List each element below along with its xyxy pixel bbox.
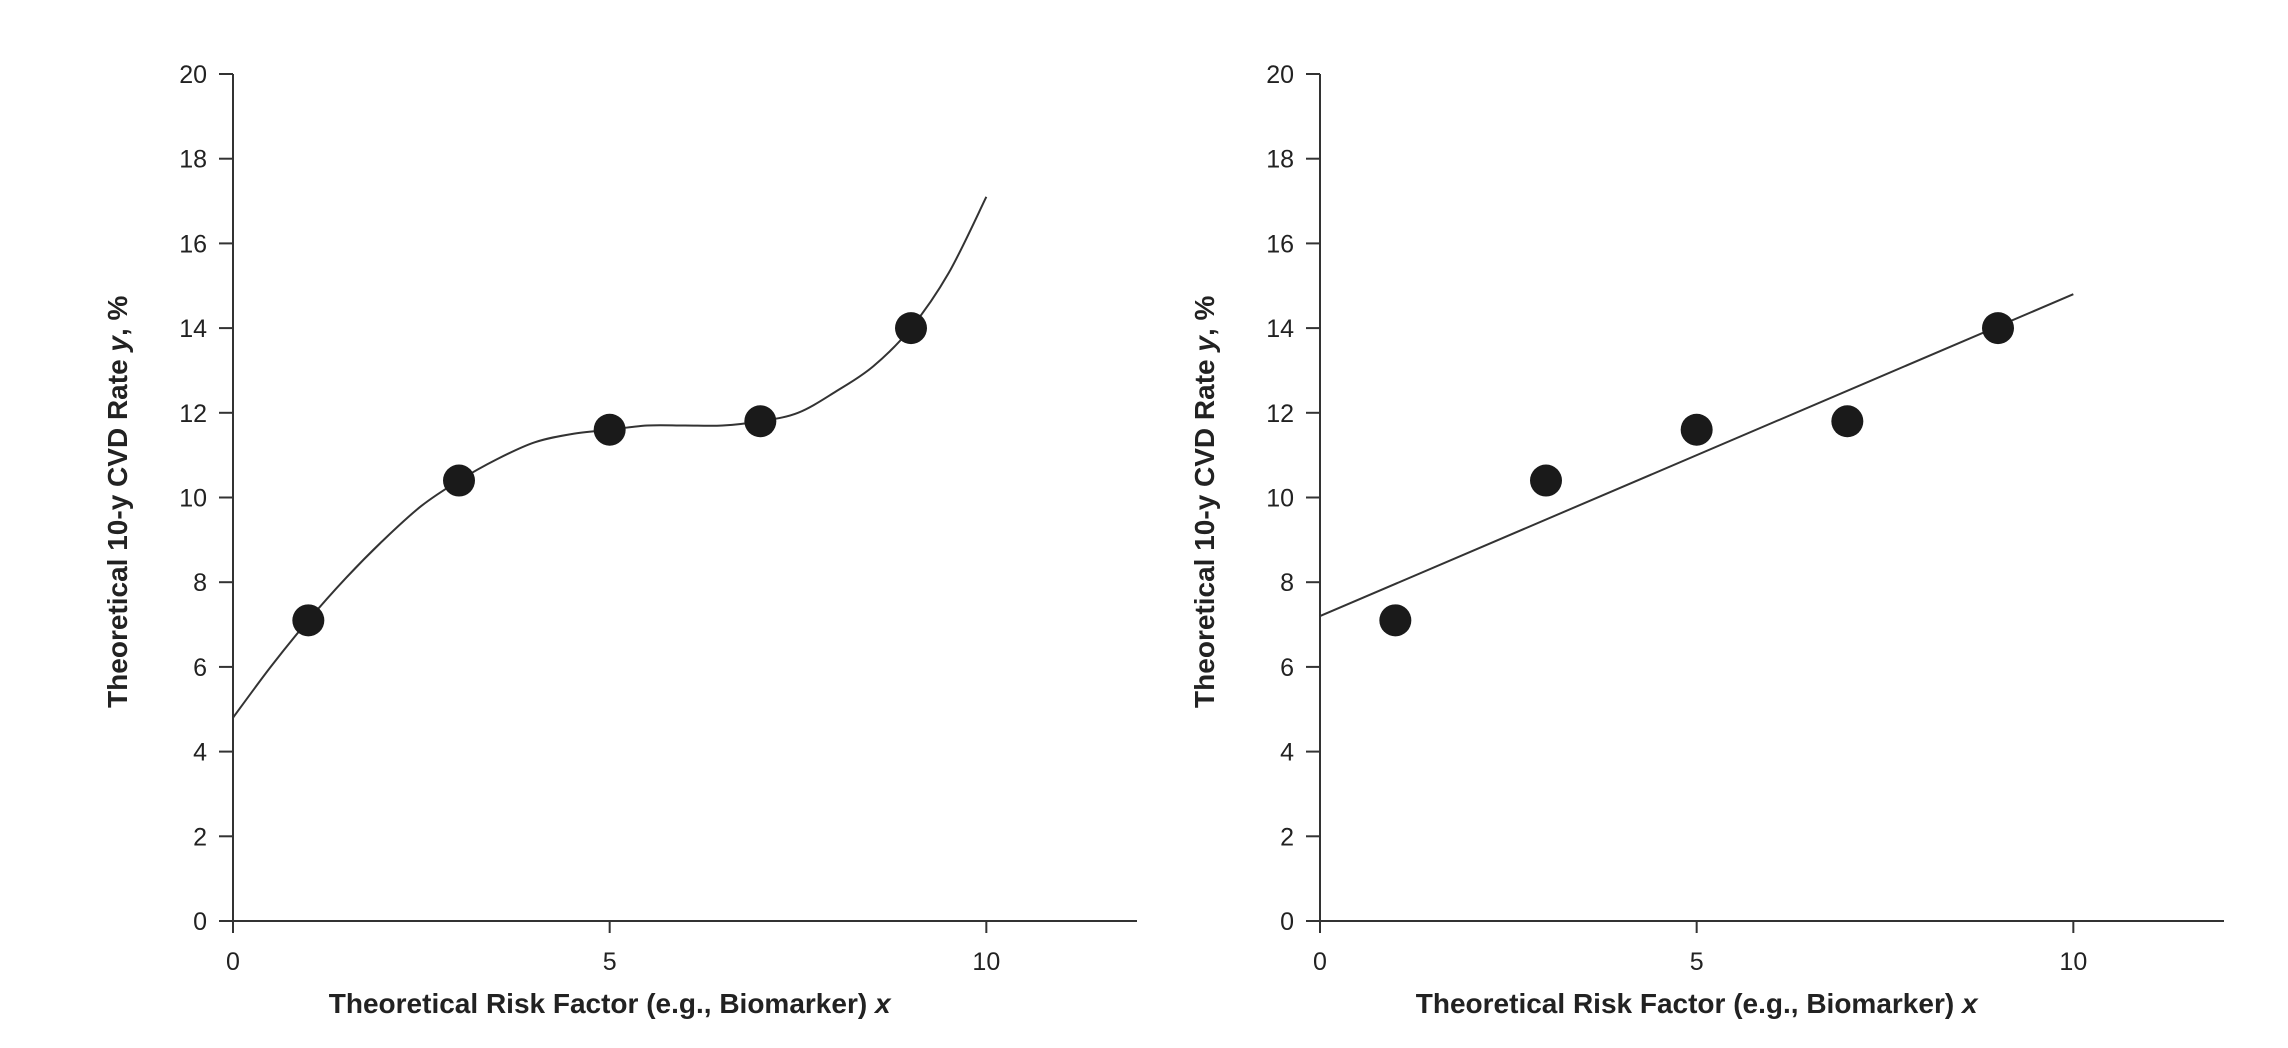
- data-point: [292, 604, 325, 637]
- x-tick-label: 5: [603, 948, 617, 976]
- y-axis-label: Theoretical 10-y CVD Rate y, %: [1189, 295, 1220, 707]
- left-chart-panel: 0 2 4 6 8 10 12 14 16 18 20 0 5 10 Theoretical Risk Fa…: [102, 61, 1137, 1019]
- y-tick-label: 18: [179, 146, 207, 174]
- y-tick-label: 4: [193, 739, 207, 767]
- y-tick-label: 0: [193, 908, 207, 936]
- y-tick-label: 4: [1280, 739, 1294, 767]
- x-tick-label: 10: [2059, 948, 2087, 976]
- x-tick-label: 0: [1313, 948, 1327, 976]
- y-tick-label: 8: [1280, 569, 1294, 597]
- y-tick-label: 20: [179, 61, 207, 89]
- data-point: [744, 405, 777, 438]
- y-tick-label: 14: [179, 315, 207, 343]
- x-tick-label: 5: [1690, 948, 1704, 976]
- data-point: [1680, 413, 1713, 446]
- fit-curve: [232, 196, 988, 719]
- x-axis-label: Theoretical Risk Factor (e.g., Biomarker…: [329, 988, 892, 1019]
- y-tick-label: 6: [193, 654, 207, 682]
- x-axis-label: Theoretical Risk Factor (e.g., Biomarker…: [1416, 988, 1979, 1019]
- data-point: [1831, 405, 1864, 438]
- right-chart-panel: 0 2 4 6 8 10 12 14 16 18 20 0 5 10 Theoretical Risk Fa…: [1189, 61, 2224, 1019]
- y-tick-label: 2: [193, 823, 207, 851]
- y-tick-label: 12: [179, 400, 207, 428]
- y-tick-label: 0: [1280, 908, 1294, 936]
- fit-line: [1319, 293, 2074, 617]
- y-axis-label: Theoretical 10-y CVD Rate y, %: [102, 295, 133, 707]
- y-tick-label: 18: [1266, 146, 1294, 174]
- y-tick-label: 10: [1266, 485, 1294, 513]
- x-tick-label: 0: [226, 948, 240, 976]
- y-tick-label: 14: [1266, 315, 1294, 343]
- data-point: [443, 464, 475, 497]
- y-tick-label: 2: [1280, 823, 1294, 851]
- y-tick-label: 10: [179, 485, 207, 513]
- y-tick-label: 6: [1280, 654, 1294, 682]
- data-point: [593, 413, 626, 446]
- y-tick-label: 12: [1266, 400, 1294, 428]
- data-point: [1982, 312, 2014, 345]
- y-tick-label: 16: [1266, 230, 1294, 258]
- y-tick-label: 20: [1266, 61, 1294, 89]
- y-tick-label: 8: [193, 569, 207, 597]
- data-point: [1379, 604, 1412, 637]
- y-tick-label: 16: [179, 230, 207, 258]
- data-point: [1530, 464, 1562, 497]
- x-tick-label: 10: [972, 948, 1000, 976]
- data-point: [895, 312, 927, 345]
